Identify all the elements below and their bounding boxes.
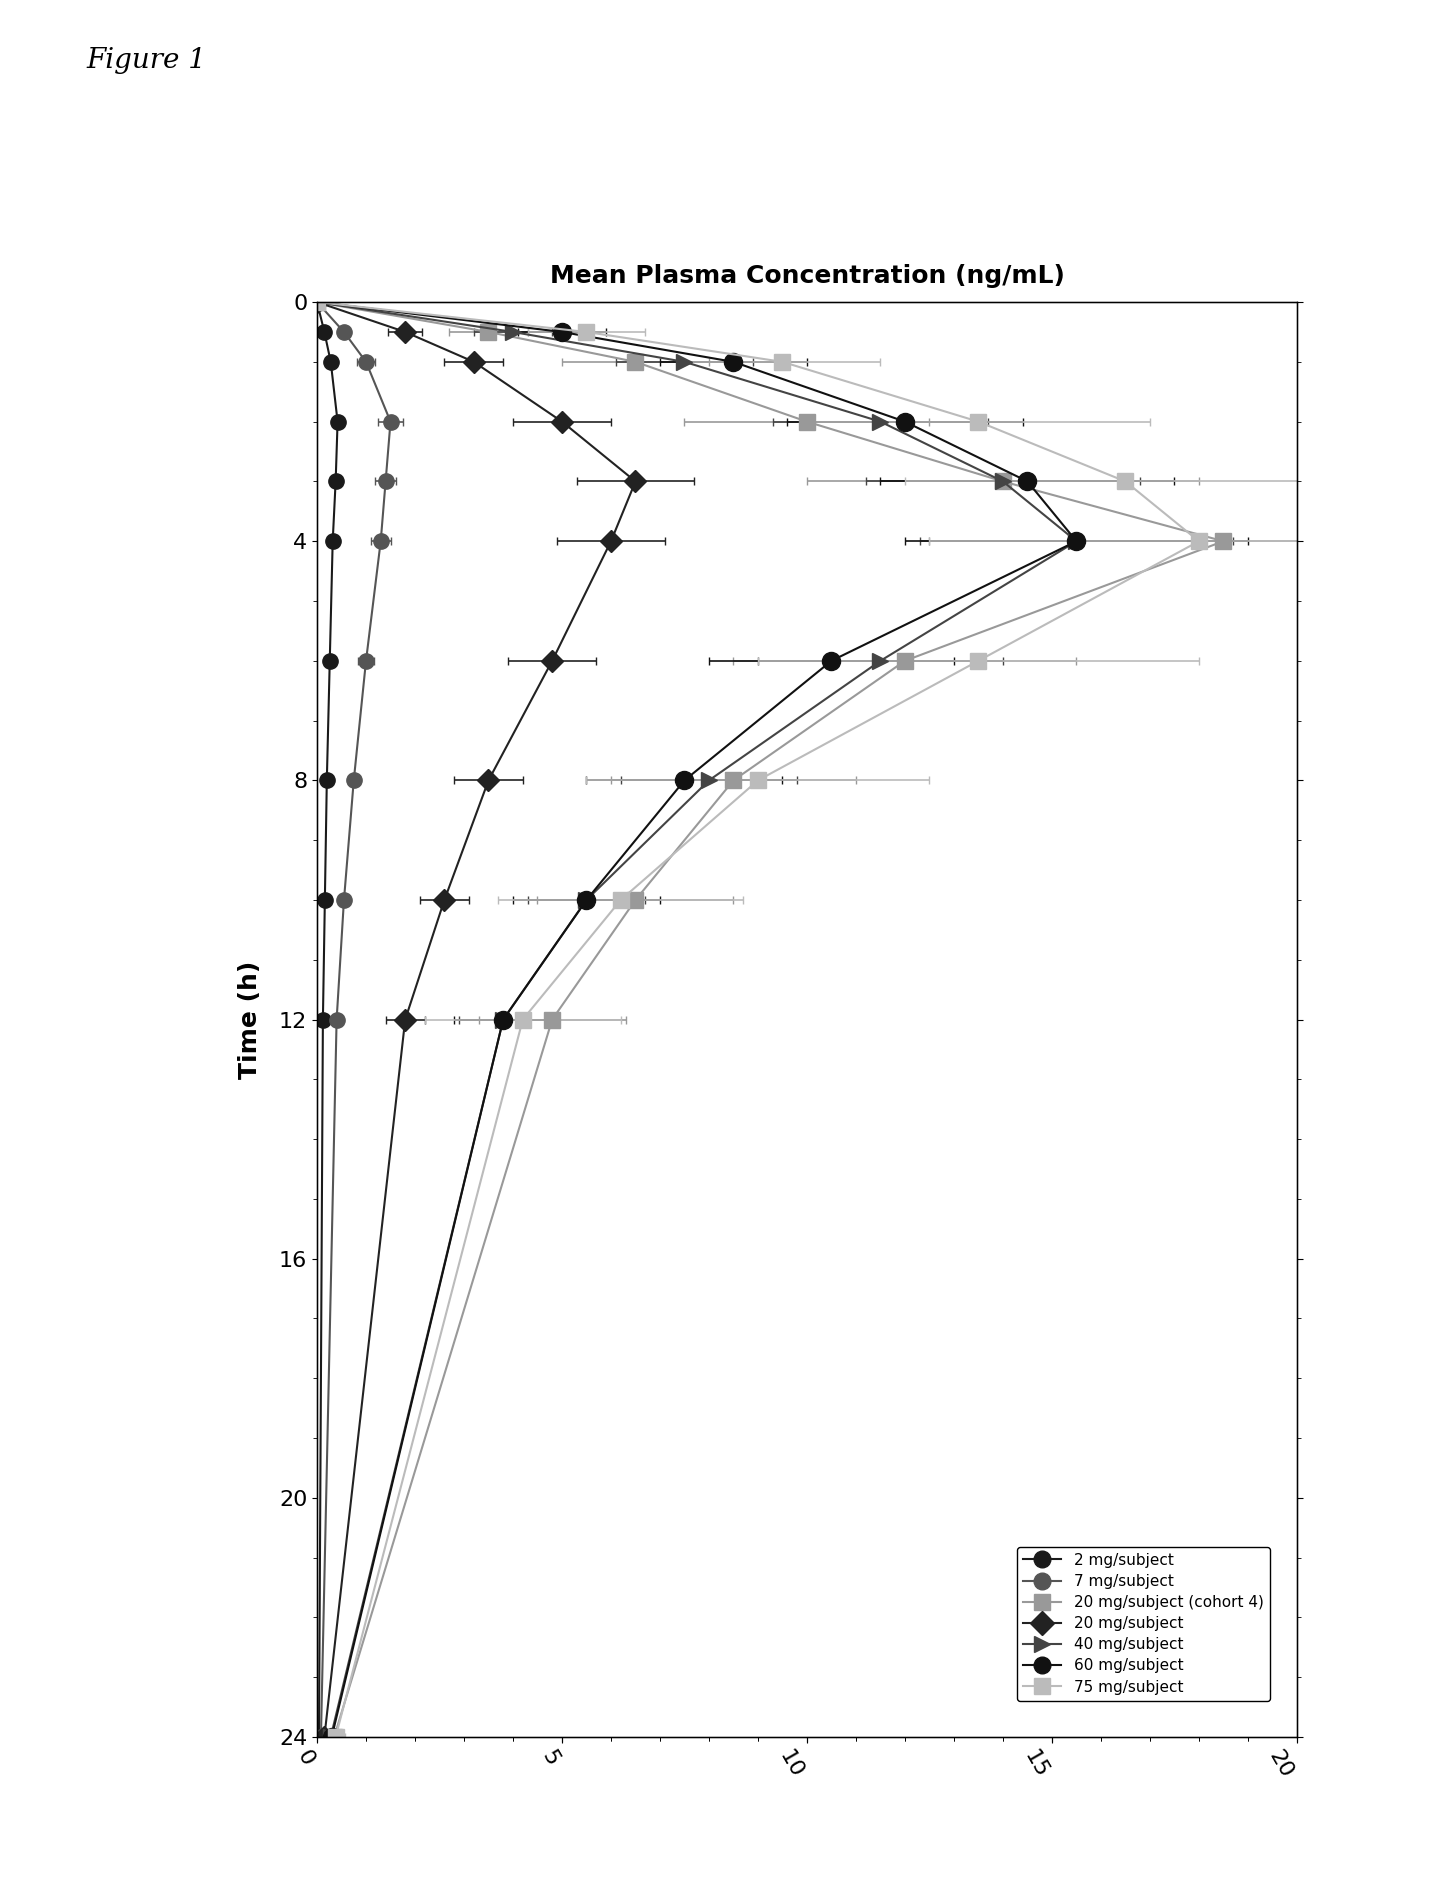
X-axis label: Mean Plasma Concentration (ng/mL): Mean Plasma Concentration (ng/mL) bbox=[549, 264, 1065, 287]
Legend: 2 mg/subject, 7 mg/subject, 20 mg/subject (cohort 4), 20 mg/subject, 40 mg/subje: 2 mg/subject, 7 mg/subject, 20 mg/subjec… bbox=[1017, 1546, 1270, 1701]
Y-axis label: Time (h): Time (h) bbox=[238, 961, 262, 1078]
Text: Figure 1: Figure 1 bbox=[86, 47, 206, 74]
